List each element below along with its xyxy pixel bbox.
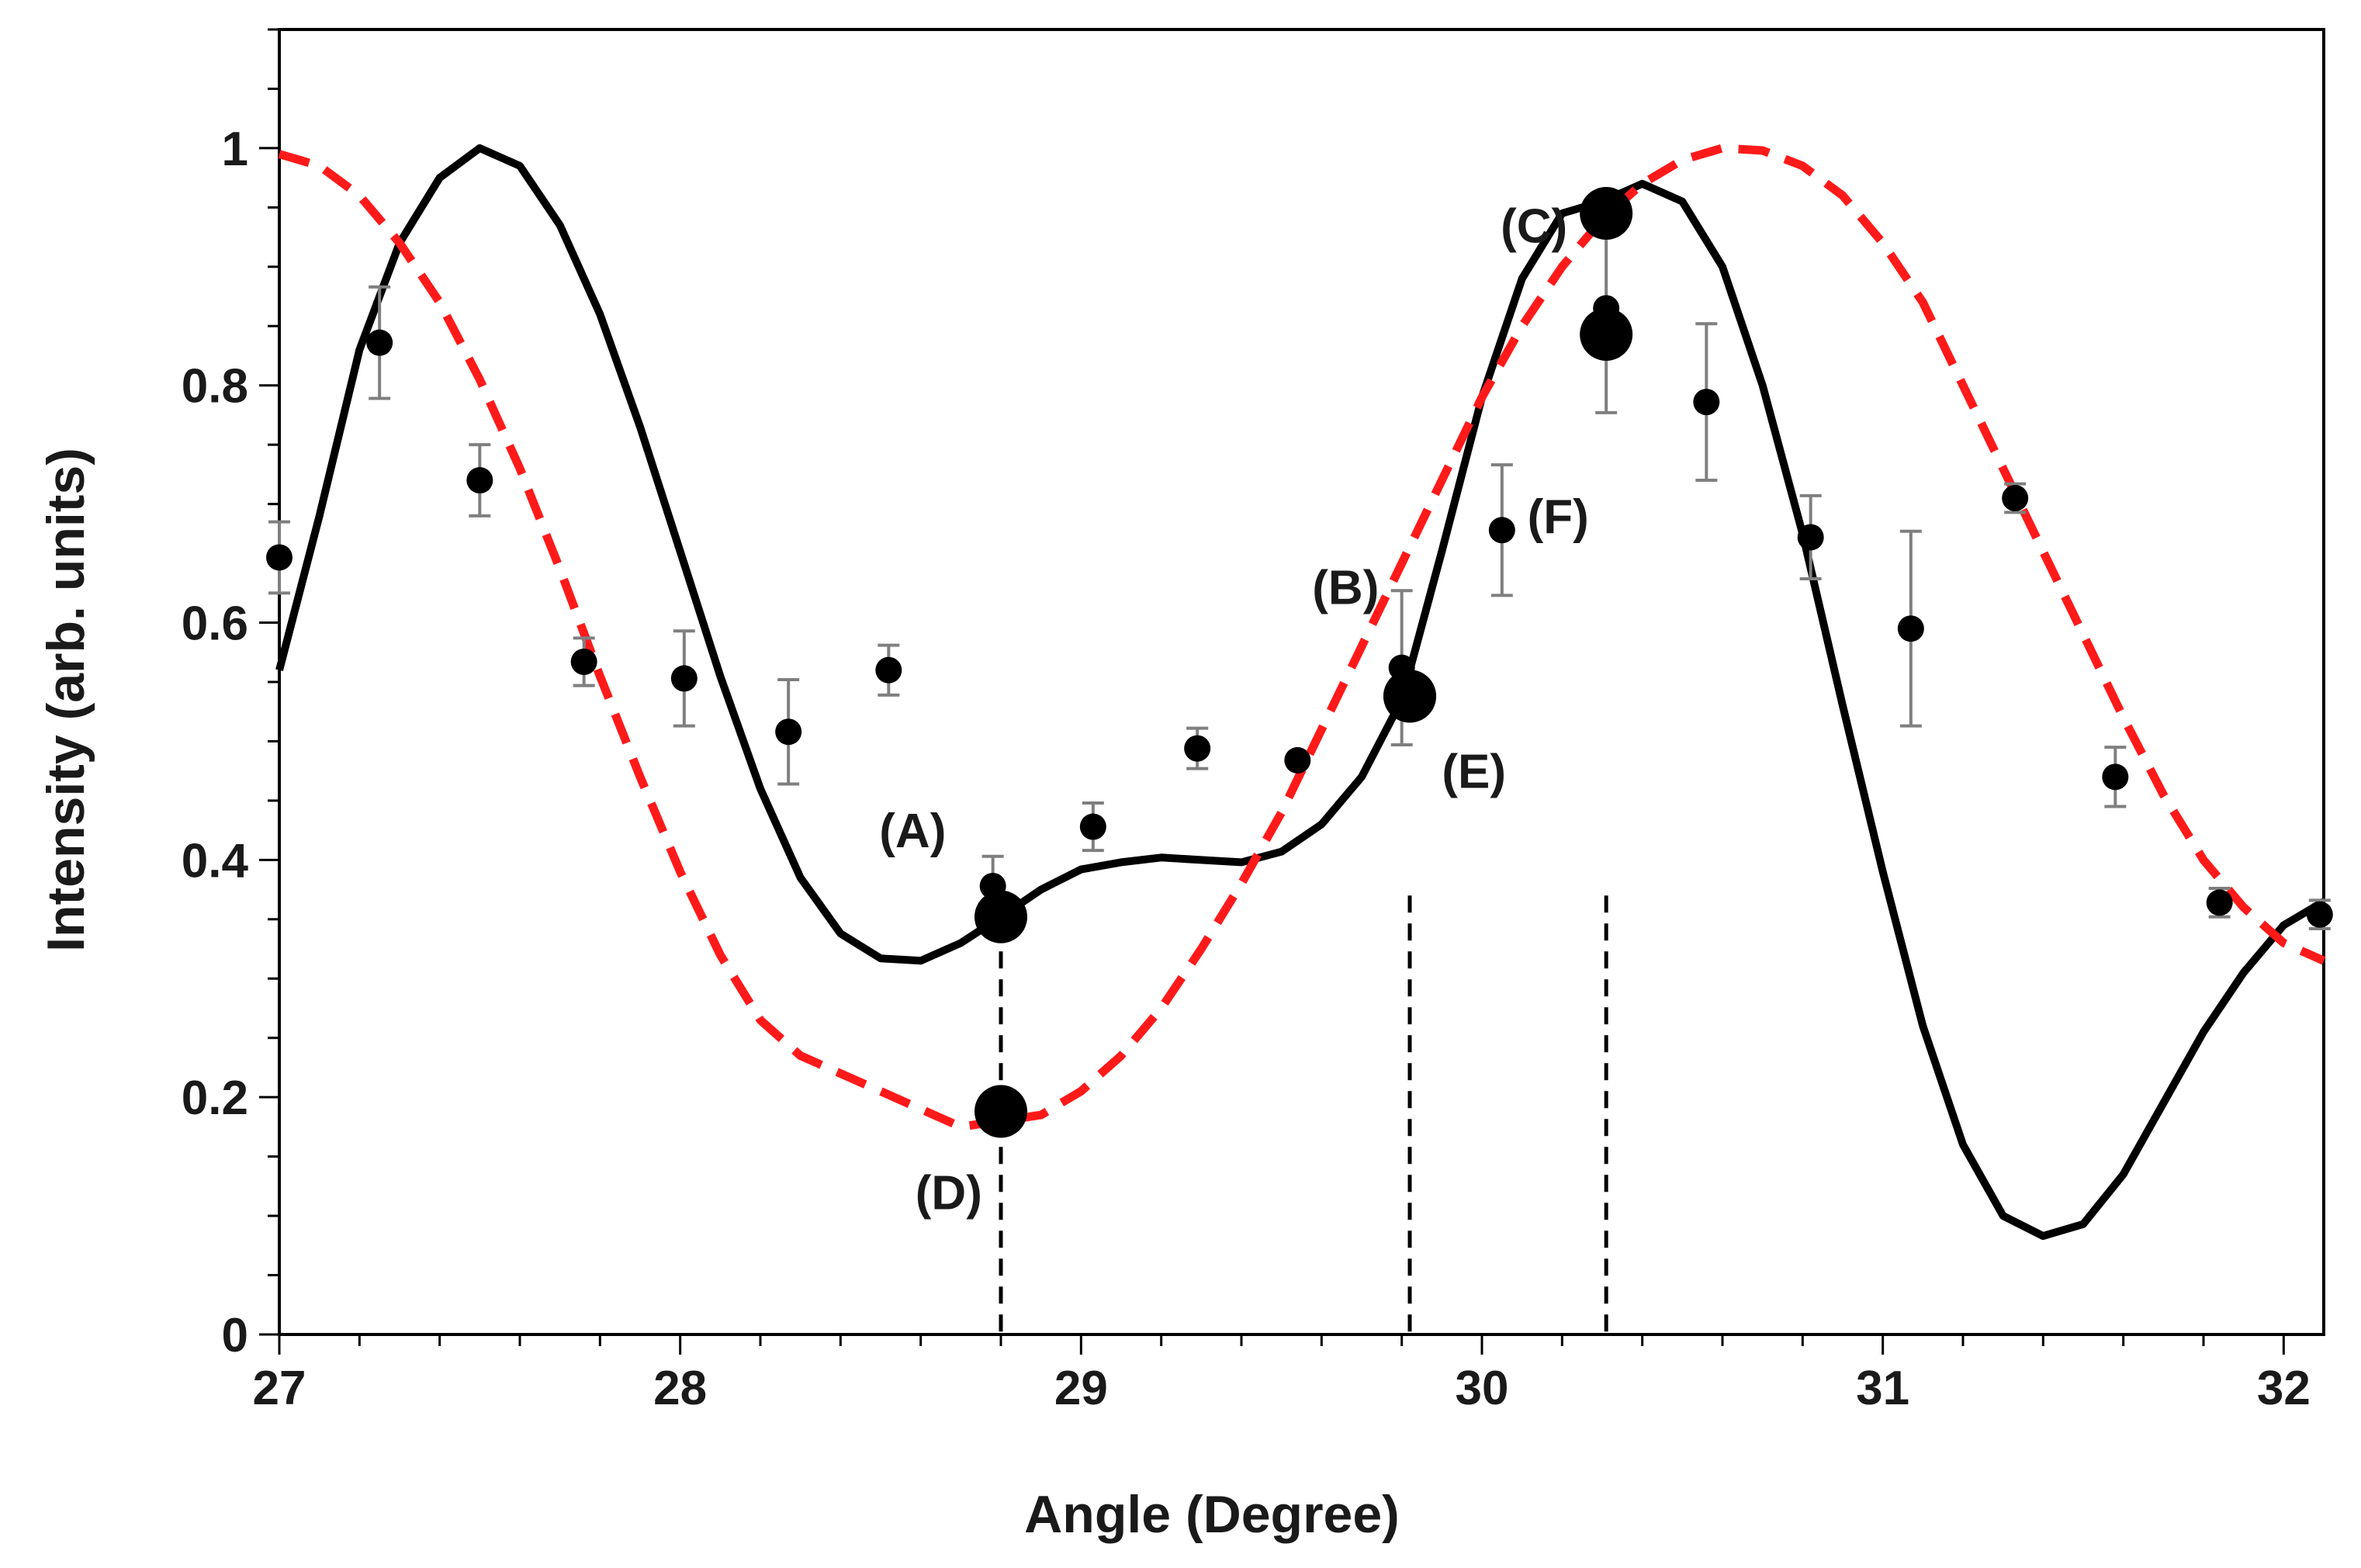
y-tick-label: 0.2 xyxy=(182,1071,248,1125)
data-point xyxy=(775,718,802,746)
plot-frame xyxy=(278,28,2325,1336)
annotations: (A) (B) (C) (D) (E) (F) xyxy=(879,199,1588,1220)
y-tick-label: 0.8 xyxy=(182,360,248,414)
data-point xyxy=(1184,735,1211,762)
y-tick-label: 0.6 xyxy=(182,597,248,651)
y-tick-label: 0.4 xyxy=(182,834,249,888)
annotation-label: (F) xyxy=(1528,490,1589,544)
data-point xyxy=(1897,615,1924,642)
data-point xyxy=(2002,484,2029,511)
x-tick-label: 28 xyxy=(653,1362,707,1415)
annotation-label: (A) xyxy=(879,805,946,858)
data-point xyxy=(875,656,902,684)
data-point xyxy=(2206,889,2233,916)
y-tick-label: 1 xyxy=(222,123,248,176)
annotation-label: (D) xyxy=(916,1167,982,1220)
x-axis-title: Angle (Degree) xyxy=(1024,1485,1400,1544)
data-point xyxy=(570,649,597,676)
data-point xyxy=(266,544,293,571)
x-tick-label: 31 xyxy=(1856,1362,1909,1415)
highlighted-point xyxy=(1580,307,1633,361)
data-point xyxy=(1488,517,1515,544)
data-point xyxy=(2306,901,2333,928)
data-point xyxy=(1797,524,1824,551)
data-point xyxy=(466,467,493,494)
highlighted-point xyxy=(1383,670,1436,723)
y-axis-title: Intensity (arb. units) xyxy=(36,448,95,952)
axes xyxy=(259,28,2325,1355)
data-point xyxy=(366,329,393,356)
x-tick-label: 27 xyxy=(253,1362,306,1415)
x-tick-label: 32 xyxy=(2257,1362,2311,1415)
x-tick-label: 30 xyxy=(1456,1362,1509,1415)
highlighted-point xyxy=(1580,187,1633,241)
highlighted-point xyxy=(975,890,1027,943)
data-points xyxy=(266,187,2333,1138)
simulation-curves xyxy=(275,144,2326,1241)
annotation-label: (E) xyxy=(1442,746,1506,799)
highlighted-point xyxy=(975,1085,1027,1138)
annotation-label: (C) xyxy=(1501,199,1567,253)
data-point xyxy=(1079,813,1106,840)
data-point xyxy=(2102,763,2129,791)
data-point xyxy=(1693,389,1720,416)
x-tick-label: 29 xyxy=(1054,1362,1108,1415)
data-point xyxy=(670,665,698,692)
tick-labels: 27 28 29 30 31 32 0 0.2 0.4 0.6 0.8 1 xyxy=(182,123,2311,1415)
reference-lines xyxy=(999,895,1608,1334)
annotation-label: (B) xyxy=(1312,562,1379,615)
data-point xyxy=(1284,746,1311,774)
solid-black-curve xyxy=(275,144,2326,1241)
y-tick-label: 0 xyxy=(222,1309,248,1362)
